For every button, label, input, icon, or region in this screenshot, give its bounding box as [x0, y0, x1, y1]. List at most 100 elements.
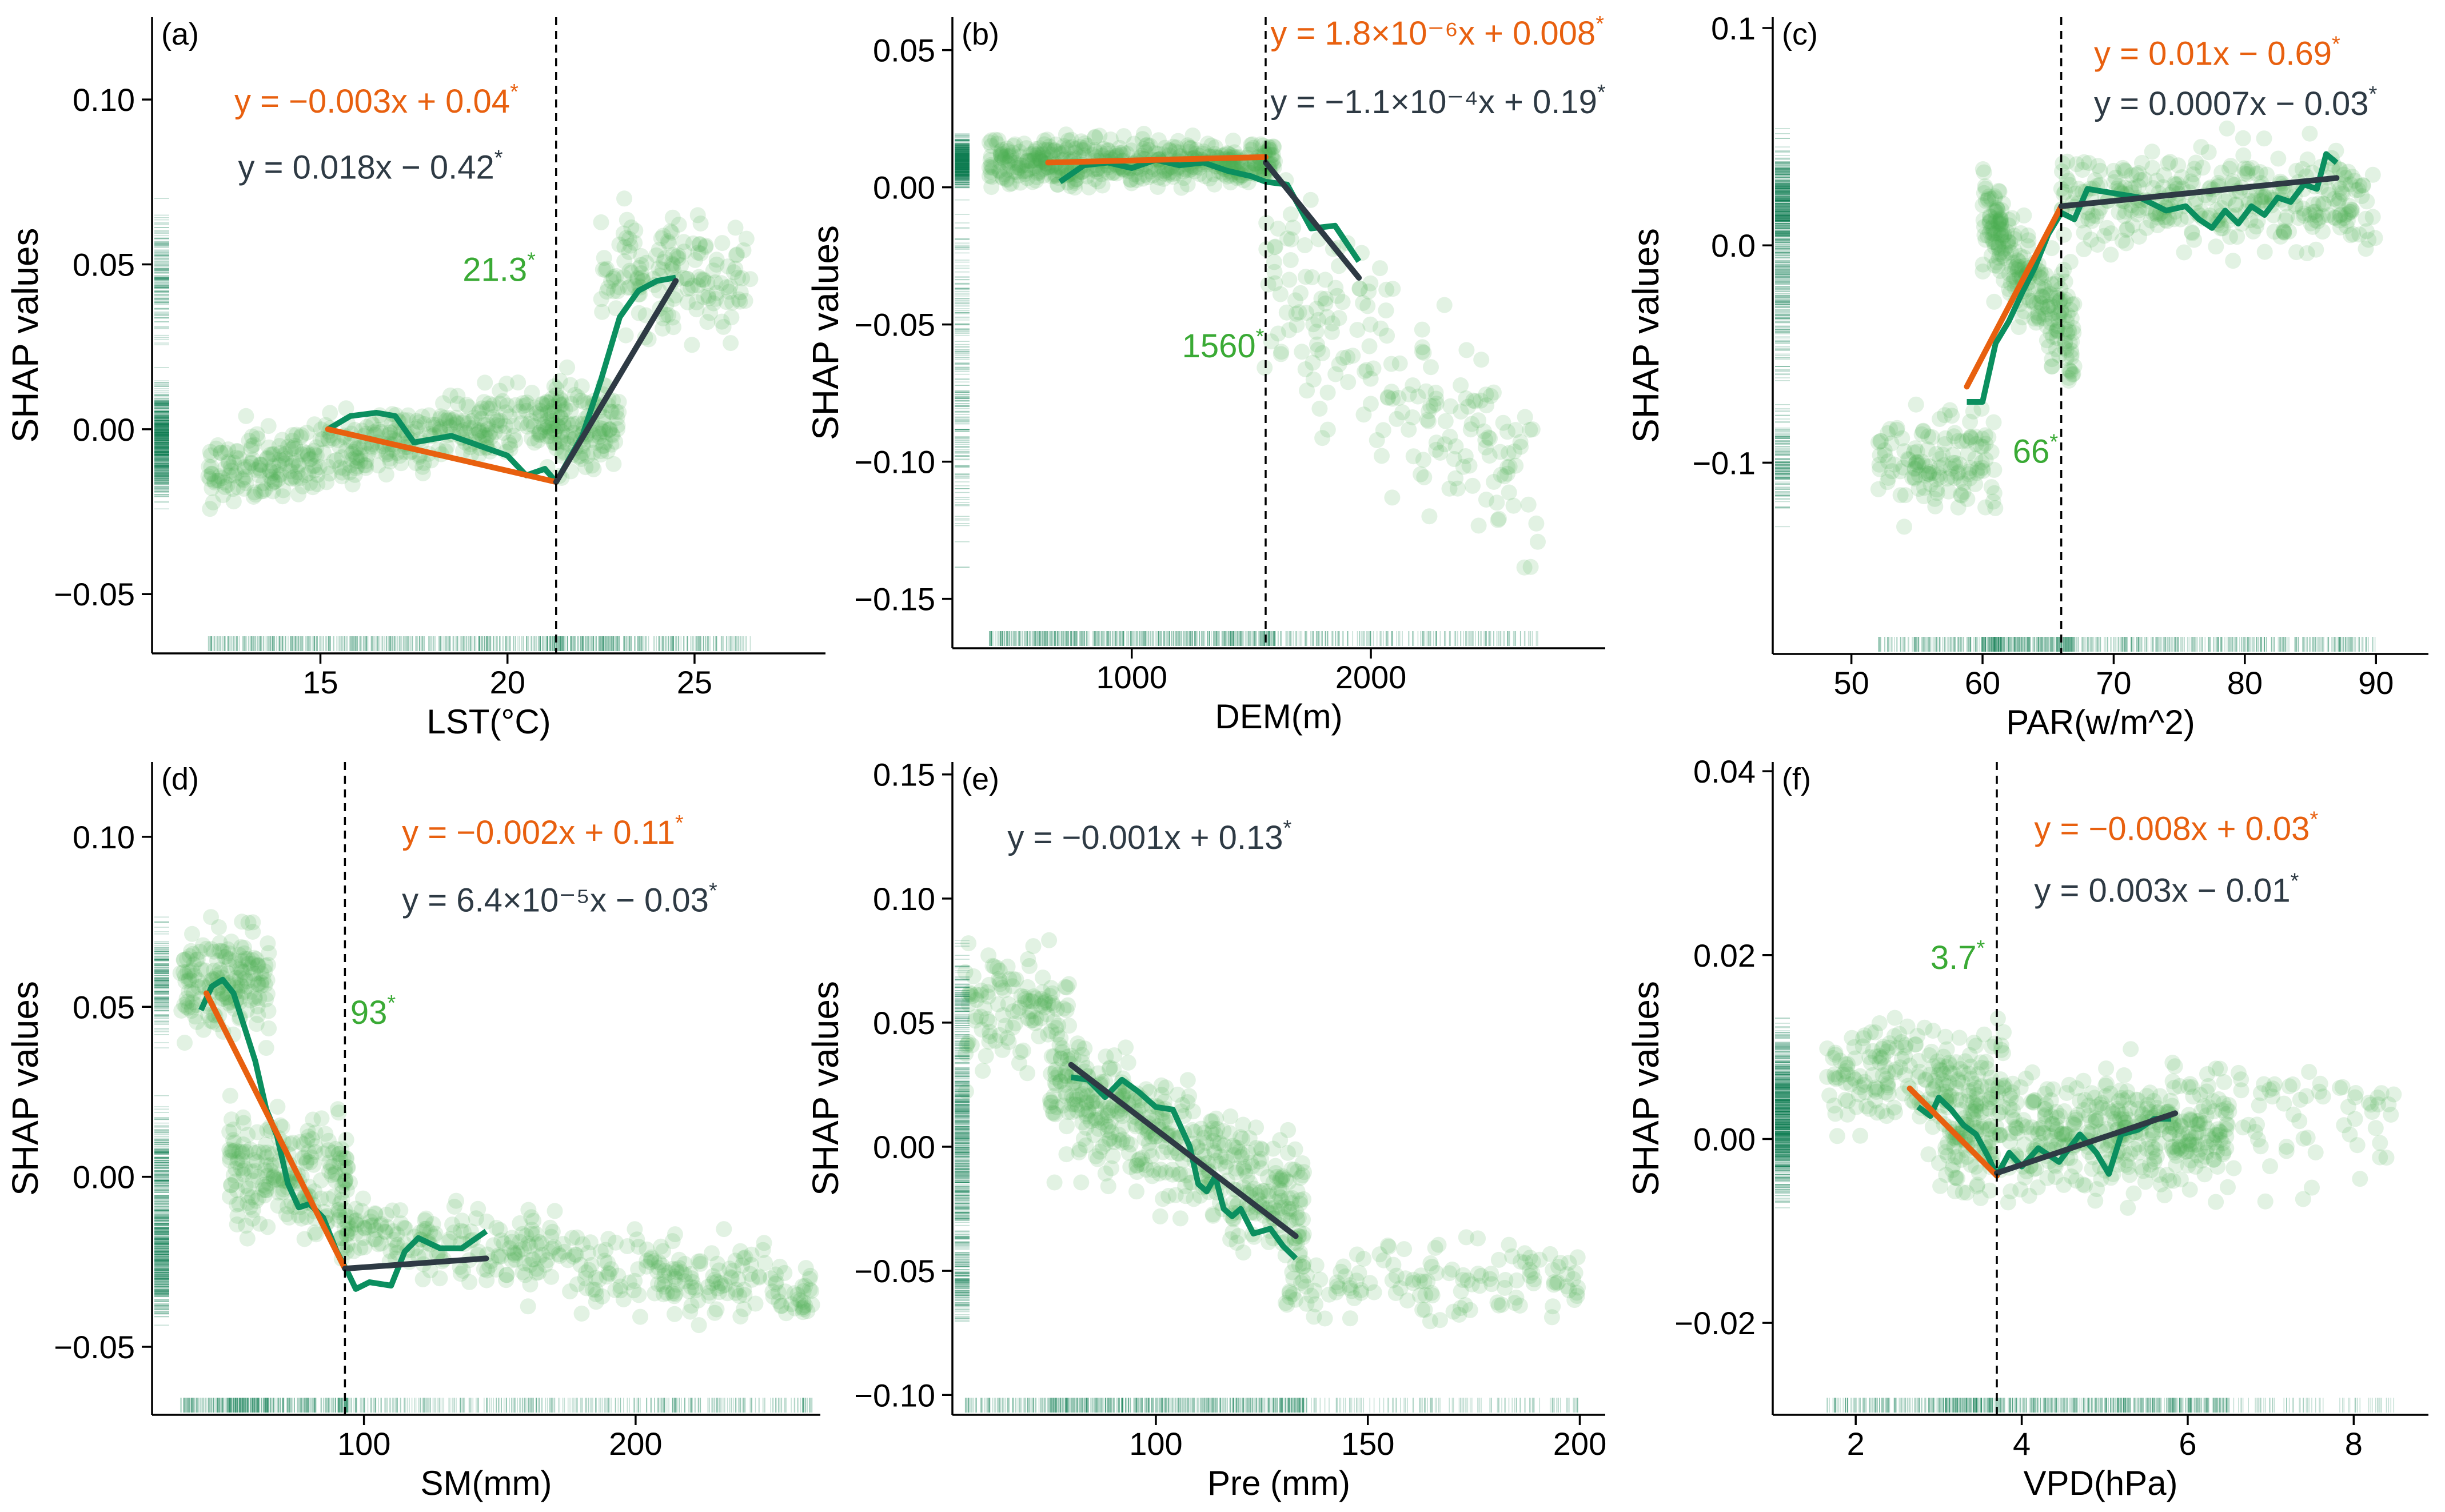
scatter-point [485, 409, 501, 425]
scatter-point [205, 494, 221, 510]
scatter-point [617, 327, 634, 344]
scatter-point [441, 418, 458, 434]
scatter-point [290, 456, 307, 473]
scatter-point [352, 453, 369, 469]
scatter-point [432, 421, 448, 437]
scatter-point [532, 426, 549, 443]
scatter-point [214, 470, 230, 486]
scatter-point [234, 470, 250, 487]
scatter-point [1960, 466, 1977, 482]
scatter-point [302, 475, 318, 491]
scatter-point [229, 479, 246, 495]
scatter-point [541, 420, 558, 436]
scatter-point [1282, 206, 1299, 222]
scatter-point [501, 434, 517, 450]
y-tick-label: −0.05 [854, 307, 935, 343]
scatter-point [1170, 133, 1186, 149]
scatter-point [1516, 559, 1533, 576]
scatter-point [355, 438, 372, 455]
scatter-point [416, 454, 432, 471]
scatter-point [292, 470, 309, 486]
scatter-point [450, 396, 466, 412]
scatter-point [225, 493, 242, 510]
scatter-point [1123, 175, 1140, 192]
scatter-point [266, 446, 282, 462]
x-tick-label: 15 [302, 664, 338, 700]
scatter-point [1441, 480, 1458, 497]
scatter-point [242, 454, 259, 471]
scatter-point [409, 413, 425, 429]
scatter-point [1528, 515, 1545, 532]
scatter-point [463, 446, 480, 462]
scatter-point [258, 450, 275, 467]
scatter-point [1904, 469, 1921, 486]
scatter-point [297, 467, 314, 484]
equation-right-significance: * [1597, 81, 1606, 105]
threshold-annotation-significance: * [527, 248, 536, 272]
scatter-point [416, 416, 433, 432]
scatter-point [315, 445, 332, 461]
scatter-point [204, 465, 220, 482]
scatter-point [425, 416, 441, 433]
scatter-point [676, 244, 692, 260]
scatter-point [220, 453, 237, 470]
scatter-point [221, 467, 237, 484]
scatter-point [1489, 494, 1505, 511]
scatter-point [244, 438, 260, 454]
scatter-point [204, 480, 220, 496]
scatter-point [306, 457, 323, 474]
scatter-point [321, 465, 338, 482]
scatter-point [474, 429, 491, 445]
scatter-point [1385, 281, 1401, 297]
scatter-point [283, 470, 300, 487]
scatter-point [1973, 438, 1989, 455]
scatter-point [477, 374, 493, 391]
scatter-point [228, 465, 245, 482]
scatter-point [253, 457, 270, 473]
panel-label: (a) [161, 17, 199, 51]
scatter-point [286, 468, 302, 485]
scatter-point [460, 415, 476, 432]
equation-right-text: y = −1.1×10⁻⁴x + 0.19 [1270, 83, 1597, 121]
scatter-point [282, 463, 298, 480]
scatter-point [378, 444, 395, 460]
scatter-point [344, 452, 361, 468]
scatter-point [547, 422, 563, 439]
scatter-point [1384, 489, 1401, 506]
scatter-point [1299, 382, 1315, 399]
scatter-point [542, 428, 558, 444]
scatter-point [1980, 192, 1996, 208]
scatter-point [1932, 450, 1948, 467]
scatter-point [502, 437, 518, 453]
scatter-point [209, 472, 226, 489]
scatter-point [1530, 533, 1546, 550]
scatter-point [382, 450, 398, 467]
scatter-point [441, 412, 457, 429]
equation-left-significance: * [510, 80, 518, 104]
scatter-point [466, 409, 482, 426]
scatter-point [1405, 448, 1422, 465]
scatter-point [1310, 312, 1327, 328]
scatter-point [334, 449, 350, 465]
scatter-point [246, 484, 263, 501]
scatter-point [1372, 260, 1388, 277]
scatter-point [1401, 421, 1417, 438]
scatter-point [526, 434, 543, 451]
scatter-point [2034, 289, 2051, 305]
scatter-point [481, 396, 497, 412]
scatter-point [540, 418, 556, 435]
scatter-point [432, 410, 448, 427]
scatter-point [348, 460, 364, 477]
scatter-point [322, 405, 338, 421]
scatter-point [2041, 338, 2057, 355]
scatter-point [280, 438, 296, 455]
scatter-point [1379, 328, 1395, 344]
scatter-point [1375, 422, 1391, 438]
scatter-point [532, 402, 548, 419]
scatter-point [282, 469, 298, 486]
scatter-point [1206, 176, 1223, 193]
scatter-point [593, 443, 609, 460]
scatter-point [2037, 267, 2054, 283]
scatter-point [425, 419, 442, 436]
scatter-point [440, 410, 457, 426]
